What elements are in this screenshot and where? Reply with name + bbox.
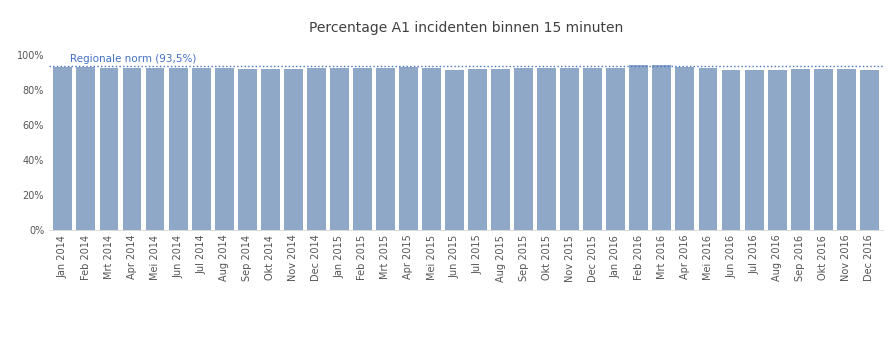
Bar [814, 69, 832, 230]
Bar [745, 70, 764, 230]
Bar [215, 68, 234, 230]
Bar [122, 68, 142, 230]
Bar [169, 68, 187, 230]
Bar [514, 68, 533, 230]
Bar [284, 69, 302, 230]
Bar [491, 69, 510, 230]
Bar [353, 68, 372, 230]
Bar [77, 67, 95, 230]
Bar [399, 67, 418, 230]
Title: Percentage A1 incidenten binnen 15 minuten: Percentage A1 incidenten binnen 15 minut… [309, 21, 624, 35]
Bar [54, 67, 72, 230]
Bar [698, 68, 717, 230]
Bar [860, 70, 879, 230]
Bar [376, 68, 395, 230]
Bar [722, 70, 740, 230]
Bar [330, 68, 349, 230]
Bar [238, 69, 257, 230]
Bar [768, 70, 787, 230]
Bar [307, 68, 326, 230]
Bar [445, 70, 464, 230]
Bar [583, 68, 602, 230]
Bar [630, 65, 648, 230]
Bar [100, 68, 119, 230]
Bar [607, 68, 625, 230]
Bar [422, 68, 441, 230]
Bar [192, 68, 211, 230]
Text: Regionale norm (93,5%): Regionale norm (93,5%) [70, 54, 196, 64]
Bar [260, 69, 280, 230]
Bar [837, 69, 855, 230]
Bar [790, 69, 810, 230]
Bar [145, 68, 164, 230]
Bar [675, 67, 694, 230]
Bar [652, 65, 672, 230]
Bar [537, 68, 556, 230]
Bar [468, 69, 487, 230]
Bar [560, 68, 579, 230]
